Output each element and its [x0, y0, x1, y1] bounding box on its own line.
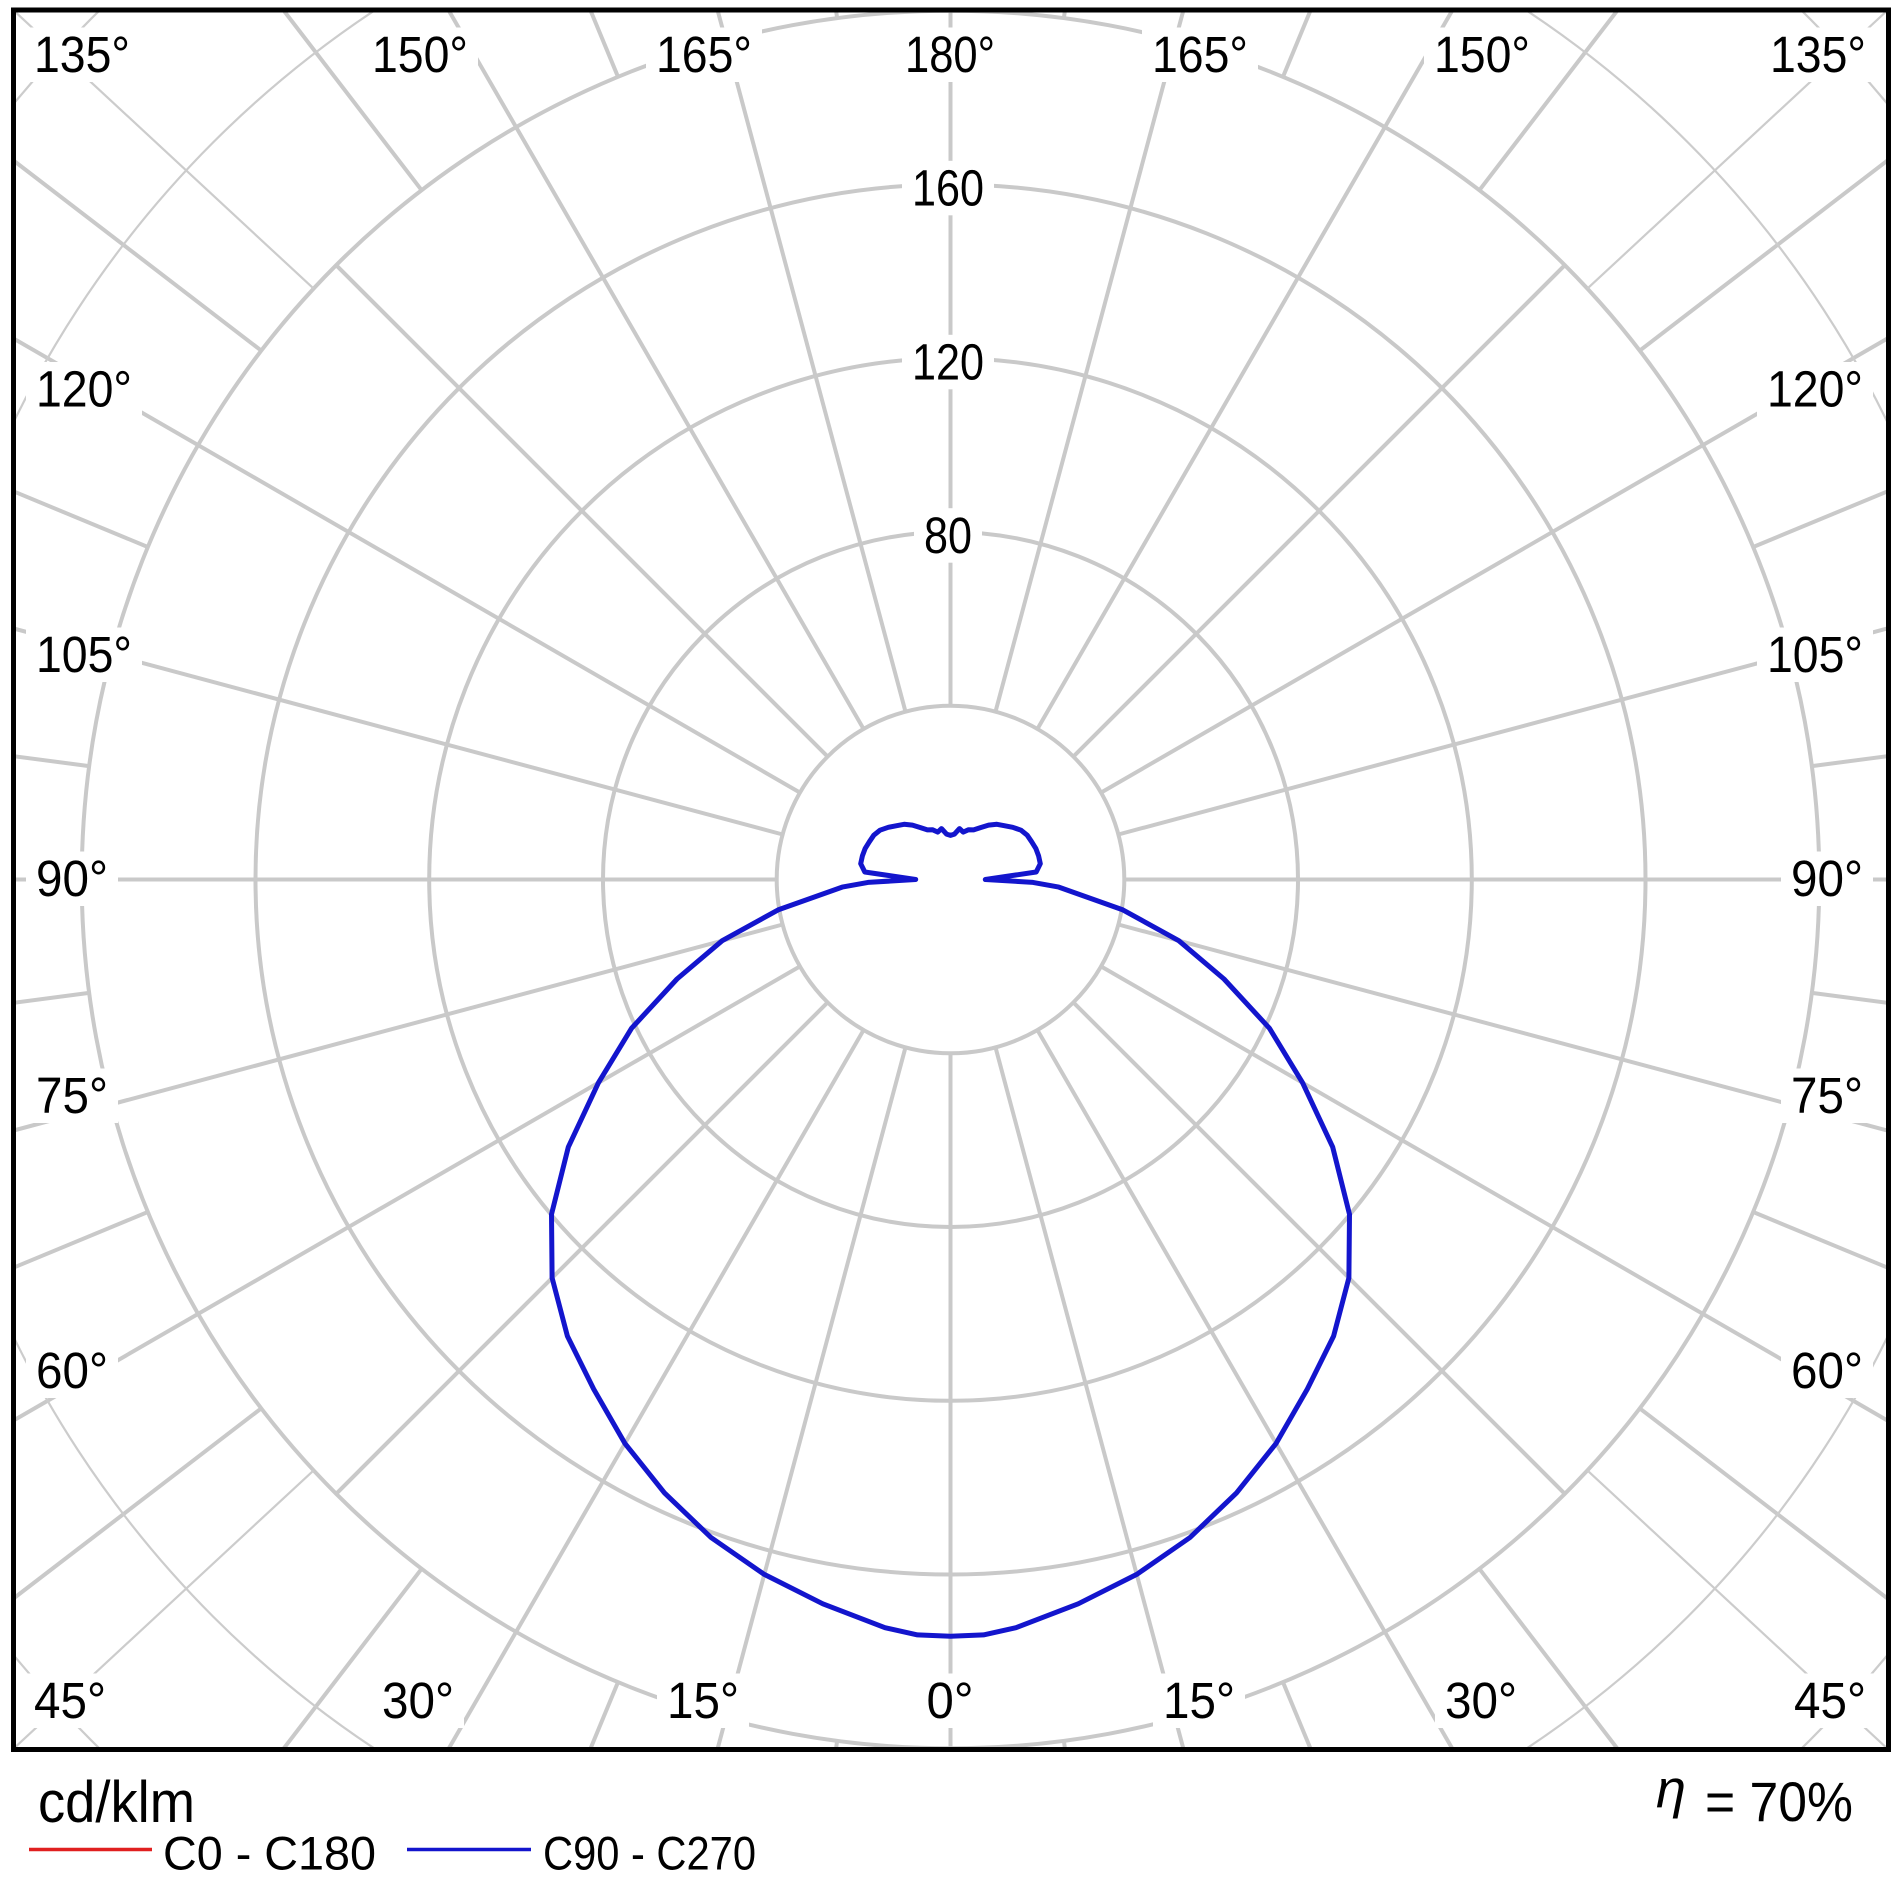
svg-text:105°: 105°	[1767, 626, 1863, 683]
svg-text:C90 - C270: C90 - C270	[543, 1827, 756, 1880]
svg-text:15°: 15°	[667, 1672, 739, 1729]
svg-text:75°: 75°	[1791, 1067, 1863, 1124]
svg-text:150°: 150°	[372, 26, 468, 83]
svg-text:η: η	[1656, 1760, 1686, 1820]
svg-text:160: 160	[912, 159, 984, 216]
svg-text:C0 - C180: C0 - C180	[163, 1827, 376, 1880]
svg-text:75°: 75°	[36, 1067, 108, 1124]
svg-text:0°: 0°	[927, 1672, 974, 1729]
svg-text:45°: 45°	[1794, 1672, 1866, 1729]
svg-text:165°: 165°	[656, 26, 752, 83]
svg-text:60°: 60°	[1791, 1342, 1863, 1399]
svg-text:150°: 150°	[1434, 26, 1530, 83]
svg-text:45°: 45°	[34, 1672, 106, 1729]
svg-text:105°: 105°	[36, 626, 132, 683]
svg-text:120°: 120°	[36, 361, 132, 418]
svg-text:180°: 180°	[905, 26, 995, 83]
svg-text:15°: 15°	[1163, 1672, 1235, 1729]
svg-text:80: 80	[924, 507, 972, 564]
svg-text:120: 120	[912, 333, 984, 390]
svg-text:120°: 120°	[1767, 361, 1863, 418]
svg-text:cd/klm: cd/klm	[38, 1770, 195, 1835]
svg-text:165°: 165°	[1152, 26, 1248, 83]
svg-text:90°: 90°	[1791, 850, 1863, 907]
svg-text:90°: 90°	[36, 850, 108, 907]
svg-text:= 70%: = 70%	[1705, 1770, 1853, 1833]
svg-text:135°: 135°	[1770, 26, 1866, 83]
svg-text:60°: 60°	[36, 1342, 108, 1399]
svg-text:30°: 30°	[382, 1672, 454, 1729]
svg-text:30°: 30°	[1445, 1672, 1517, 1729]
svg-text:135°: 135°	[34, 26, 130, 83]
